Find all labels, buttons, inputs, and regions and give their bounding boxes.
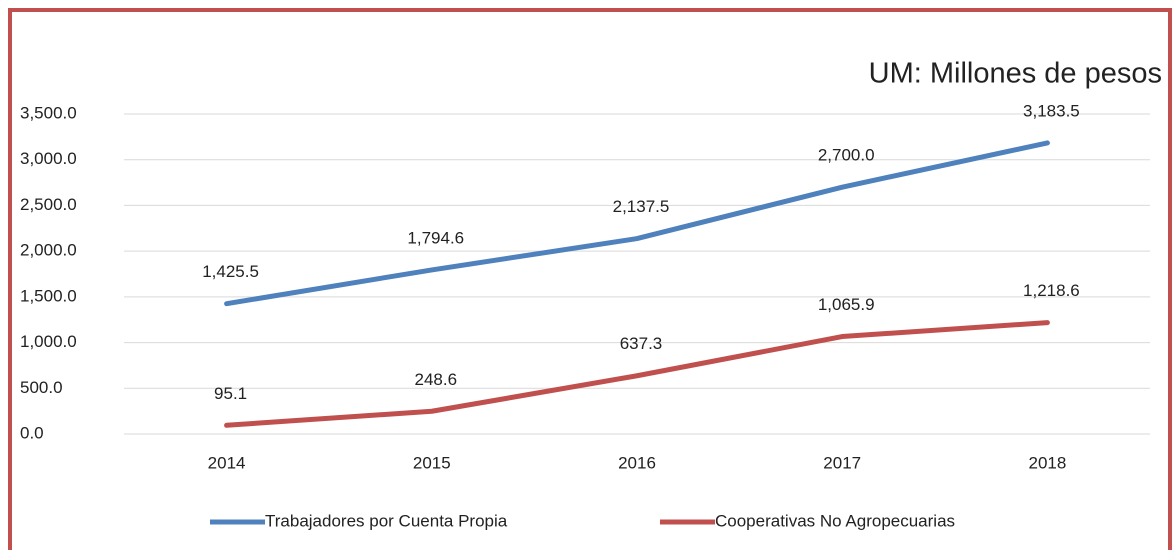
data-label: 95.1 xyxy=(214,384,247,403)
data-label: 1,425.5 xyxy=(202,262,259,281)
data-label: 1,065.9 xyxy=(818,295,875,314)
y-tick-label: 3,500.0 xyxy=(20,103,77,122)
y-tick-label: 2,000.0 xyxy=(20,241,77,260)
legend-label: Trabajadores por Cuenta Propia xyxy=(265,511,508,530)
chart-title: UM: Millones de pesos xyxy=(869,58,1162,90)
data-line xyxy=(224,320,1050,428)
x-tick-label: 2014 xyxy=(208,453,246,472)
y-tick-label: 3,000.0 xyxy=(20,149,77,168)
data-line xyxy=(224,140,1050,307)
x-tick-label: 2016 xyxy=(618,453,656,472)
data-label: 2,137.5 xyxy=(613,197,670,216)
data-label: 3,183.5 xyxy=(1023,101,1080,120)
y-tick-label: 0.0 xyxy=(20,423,44,442)
data-label: 1,794.6 xyxy=(407,228,464,247)
y-tick-label: 2,500.0 xyxy=(20,195,77,214)
data-label: 637.3 xyxy=(620,334,663,353)
data-label: 2,700.0 xyxy=(818,146,875,165)
chart-border xyxy=(8,8,1172,550)
data-label: 248.6 xyxy=(415,370,458,389)
x-tick-label: 2017 xyxy=(823,453,861,472)
y-tick-label: 1,500.0 xyxy=(20,286,77,305)
legend-label: Cooperativas No Agropecuarias xyxy=(715,511,955,530)
x-tick-label: 2015 xyxy=(413,453,451,472)
y-tick-label: 500.0 xyxy=(20,378,63,397)
x-tick-label: 2018 xyxy=(1028,453,1066,472)
data-label: 1,218.6 xyxy=(1023,281,1080,300)
y-tick-label: 1,000.0 xyxy=(20,332,77,351)
